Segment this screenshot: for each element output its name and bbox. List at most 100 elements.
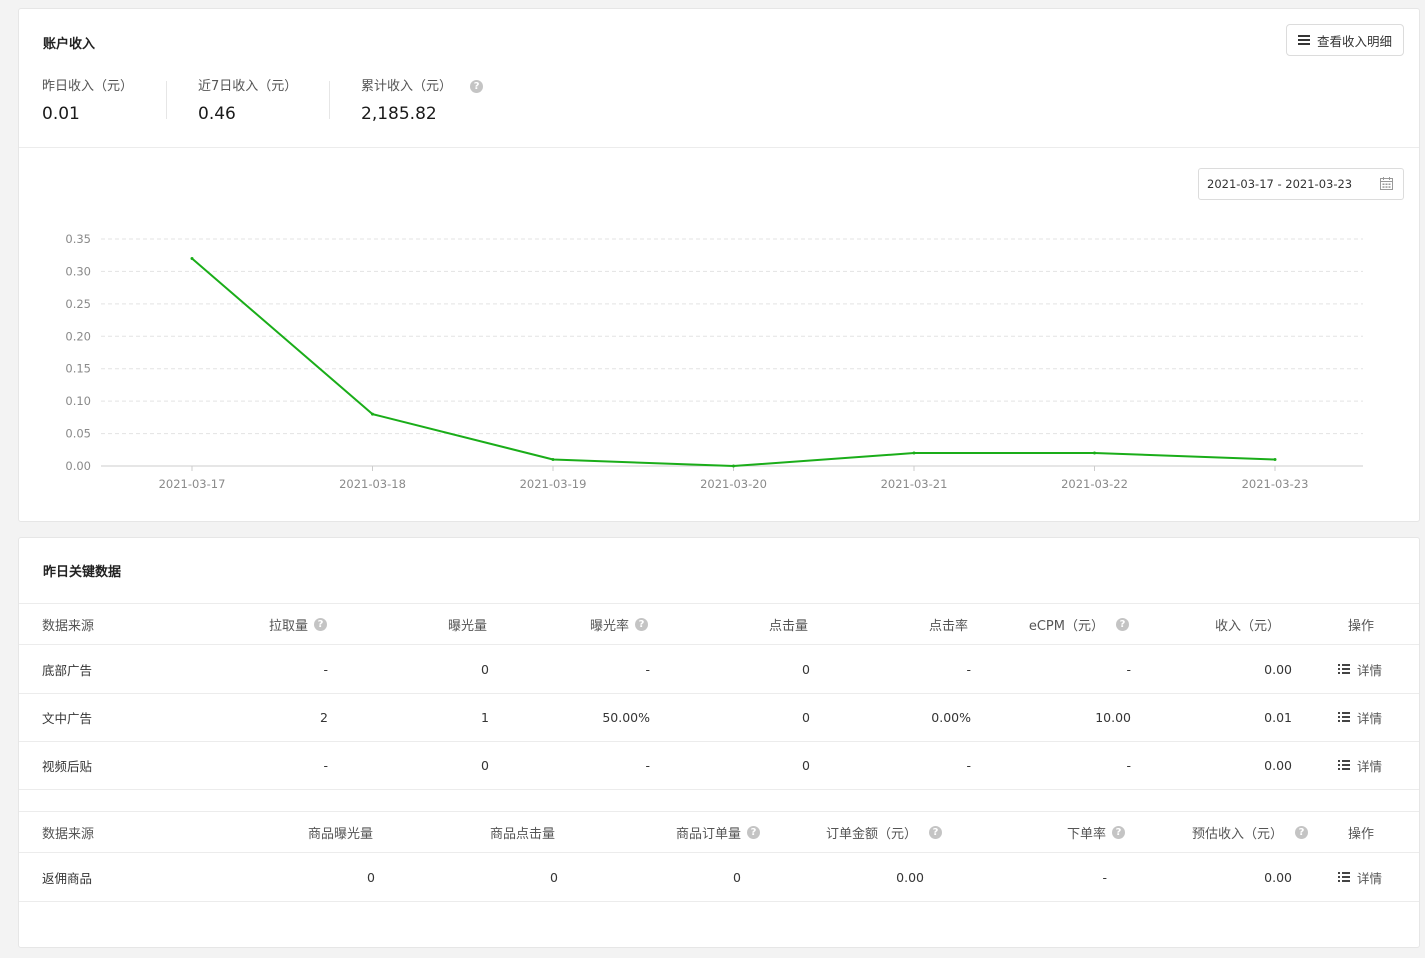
stat-7days: 近7日收入（元） 0.46 — [198, 77, 297, 124]
table-row: 视频后贴 - 0 - 0 - - 0.00 详情 — [19, 741, 1419, 790]
question-icon[interactable]: ? — [314, 617, 327, 631]
x-tick-label: 2021-03-17 — [159, 477, 226, 491]
divider — [166, 81, 167, 119]
cell-clicks: 0 — [802, 709, 810, 725]
income-line-chart: 0.35 0.30 0.25 0.20 0.15 0.10 0.05 0.00 2021-03-… — [65, 232, 1363, 491]
y-tick-label: 0.30 — [65, 264, 91, 278]
y-tick-label: 0.05 — [65, 427, 91, 441]
data-point — [551, 458, 555, 462]
cell-income: 0.01 — [1264, 709, 1292, 725]
table-row: 底部广告 - 0 - 0 - - 0.00 详情 — [19, 645, 1419, 694]
detail-link[interactable]: 详情 — [1338, 853, 1382, 901]
income-card: 账户收入 查看收入明细 昨日收入（元） 0.01 近7日收入（元） 0.46 累… — [18, 8, 1420, 522]
calendar-icon — [1380, 177, 1393, 190]
col-ecpm-label: eCPM（元） — [1028, 618, 1104, 634]
cell-exposure: 1 — [481, 709, 489, 725]
x-tick-label: 2021-03-18 — [339, 477, 406, 491]
income-title: 账户收入 — [43, 37, 96, 52]
col-goods-exposure: 商品曝光量 — [307, 826, 373, 842]
list-icon — [1338, 872, 1350, 882]
cell-ctr: - — [966, 661, 971, 677]
y-tick-label: 0.15 — [65, 362, 91, 376]
col-order-amount-label: 订单金额（元） — [825, 826, 917, 842]
stat-yesterday-value: 0.01 — [42, 104, 80, 124]
menu-icon — [1297, 35, 1310, 45]
x-tick-label: 2021-03-23 — [1242, 477, 1309, 491]
stat-total-label: 累计收入（元） ? — [361, 77, 484, 97]
question-icon[interactable]: ? — [1112, 825, 1125, 839]
col-exposure: 曝光量 — [447, 618, 487, 634]
stat-total-label-text: 累计收入（元） — [361, 79, 453, 94]
col-est-income: 预估收入（元） ? — [1192, 812, 1308, 852]
question-icon[interactable]: ? — [1116, 617, 1129, 631]
data-point — [190, 256, 194, 260]
date-range-picker[interactable]: 2021-03-17 - 2021-03-23 — [1198, 168, 1404, 200]
y-tick-label: 0.20 — [65, 329, 91, 343]
cell-ctr: - — [966, 757, 971, 773]
divider — [19, 147, 1419, 148]
cell-pull: - — [323, 661, 328, 677]
list-icon — [1338, 760, 1350, 770]
data-point — [912, 451, 916, 455]
list-icon — [1338, 664, 1350, 674]
goods-table-header: 数据来源 商品曝光量 商品点击量 商品订单量 ? 订单金额（元） ? 下单率 ?… — [19, 812, 1419, 853]
question-icon[interactable]: ? — [1295, 825, 1308, 839]
y-tick-label: 0.10 — [65, 394, 91, 408]
stat-total: 累计收入（元） ? 2,185.82 — [361, 77, 484, 124]
detail-label: 详情 — [1357, 662, 1383, 678]
divider — [19, 811, 1419, 812]
question-icon[interactable]: ? — [747, 825, 760, 839]
cell-source: 底部广告 — [42, 662, 93, 678]
cell-source: 返佣商品 — [42, 870, 93, 886]
cell-income: 0.00 — [1264, 661, 1292, 677]
cell-source: 视频后贴 — [42, 758, 93, 774]
cell-exposure: 0 — [481, 757, 489, 773]
cell-goods-exposure: 0 — [367, 869, 375, 885]
cell-pull: 2 — [320, 709, 328, 725]
col-goods-clicks: 商品点击量 — [489, 826, 555, 842]
cell-exposure: 0 — [481, 661, 489, 677]
cell-order-rate: - — [1102, 869, 1107, 885]
cell-ctr: 0.00% — [931, 709, 971, 725]
view-income-detail-label: 查看收入明细 — [1316, 33, 1392, 49]
col-action: 操作 — [1348, 618, 1375, 634]
question-icon[interactable]: ? — [635, 617, 648, 631]
stat-yesterday-label: 昨日收入（元） — [42, 79, 134, 94]
detail-label: 详情 — [1357, 870, 1383, 886]
ad-table-header: 数据来源 拉取量 ? 曝光量 曝光率 ? 点击量 点击率 eCPM（元） ? 收… — [19, 604, 1419, 645]
stat-7days-value: 0.46 — [198, 104, 236, 124]
question-icon[interactable]: ? — [470, 80, 484, 93]
x-tick-label: 2021-03-21 — [881, 477, 948, 491]
col-action: 操作 — [1348, 826, 1375, 842]
col-order-amount: 订单金额（元） ? — [826, 812, 942, 852]
divider — [19, 603, 1419, 604]
col-order-rate-label: 下单率 — [1066, 826, 1106, 842]
cell-ecpm: - — [1126, 757, 1131, 773]
detail-link[interactable]: 详情 — [1338, 693, 1382, 741]
col-clicks: 点击量 — [768, 618, 808, 634]
col-order-rate: 下单率 ? — [1067, 812, 1125, 852]
question-icon[interactable]: ? — [929, 825, 942, 839]
detail-link[interactable]: 详情 — [1338, 741, 1382, 789]
col-source: 数据来源 — [42, 618, 95, 634]
cell-income: 0.00 — [1264, 757, 1292, 773]
data-point — [1093, 451, 1096, 455]
cell-source: 文中广告 — [42, 710, 93, 726]
data-point — [371, 412, 374, 416]
detail-link[interactable]: 详情 — [1338, 645, 1382, 693]
col-ctr: 点击率 — [928, 618, 968, 634]
y-tick-label: 0.25 — [65, 297, 91, 311]
cell-exposure-rate: - — [645, 757, 650, 773]
y-tick-label: 0.00 — [65, 459, 91, 473]
stat-total-value: 2,185.82 — [361, 104, 437, 124]
detail-label: 详情 — [1357, 758, 1383, 774]
cell-exposure-rate: - — [645, 661, 650, 677]
data-point — [732, 464, 735, 468]
col-source: 数据来源 — [42, 826, 95, 842]
date-range-value: 2021-03-17 - 2021-03-23 — [1207, 177, 1353, 191]
key-data-title: 昨日关键数据 — [43, 565, 122, 580]
view-income-detail-button[interactable]: 查看收入明细 — [1286, 24, 1404, 56]
y-tick-label: 0.35 — [65, 232, 91, 246]
col-pull-label: 拉取量 — [268, 618, 308, 634]
cell-exposure-rate: 50.00% — [602, 709, 650, 725]
